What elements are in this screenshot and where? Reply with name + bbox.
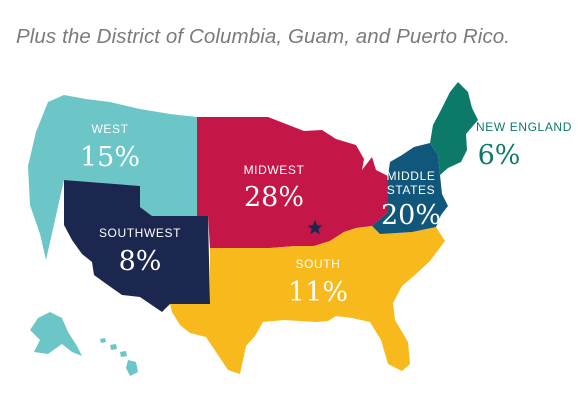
region-middle-states-value: 20% — [381, 200, 441, 231]
region-midwest-value: 28% — [244, 182, 304, 213]
star-icon — [307, 220, 323, 235]
region-south-name: SOUTH — [296, 257, 341, 271]
region-west-shape — [28, 95, 197, 260]
region-new-england-name: NEW ENGLAND — [476, 120, 572, 134]
region-southwest-shape — [64, 180, 210, 312]
region-hawaii-shape — [100, 338, 138, 376]
region-southwest-name: SOUTHWEST — [99, 226, 181, 240]
footnote-text: Plus the District of Columbia, Guam, and… — [16, 25, 511, 48]
region-south-shape — [170, 226, 445, 374]
region-west-value: 15% — [80, 142, 140, 173]
region-southwest-value: 8% — [119, 246, 162, 277]
region-new-england-value: 6% — [478, 140, 521, 171]
region-midwest-shape — [197, 117, 388, 248]
region-alaska-shape — [30, 312, 82, 356]
region-middle-states-name-line2: STATES — [387, 183, 436, 197]
region-middle-states-shape — [372, 143, 448, 234]
region-midwest-name: MIDWEST — [244, 163, 305, 177]
region-new-england-shape — [430, 82, 478, 175]
region-south-value: 11% — [288, 277, 348, 308]
region-middle-states-name-line1: MIDDLE — [387, 169, 436, 183]
region-west-name: WEST — [91, 122, 128, 136]
